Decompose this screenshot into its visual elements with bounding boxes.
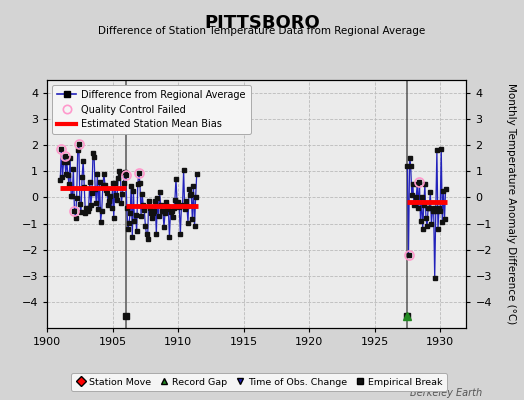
Text: PITTSBORO: PITTSBORO [204, 14, 320, 32]
Y-axis label: Monthly Temperature Anomaly Difference (°C): Monthly Temperature Anomaly Difference (… [506, 83, 516, 325]
Text: Difference of Station Temperature Data from Regional Average: Difference of Station Temperature Data f… [99, 26, 425, 36]
Legend: Station Move, Record Gap, Time of Obs. Change, Empirical Break: Station Move, Record Gap, Time of Obs. C… [71, 373, 447, 391]
Legend: Difference from Regional Average, Quality Control Failed, Estimated Station Mean: Difference from Regional Average, Qualit… [52, 85, 250, 134]
Text: Berkeley Earth: Berkeley Earth [410, 388, 482, 398]
